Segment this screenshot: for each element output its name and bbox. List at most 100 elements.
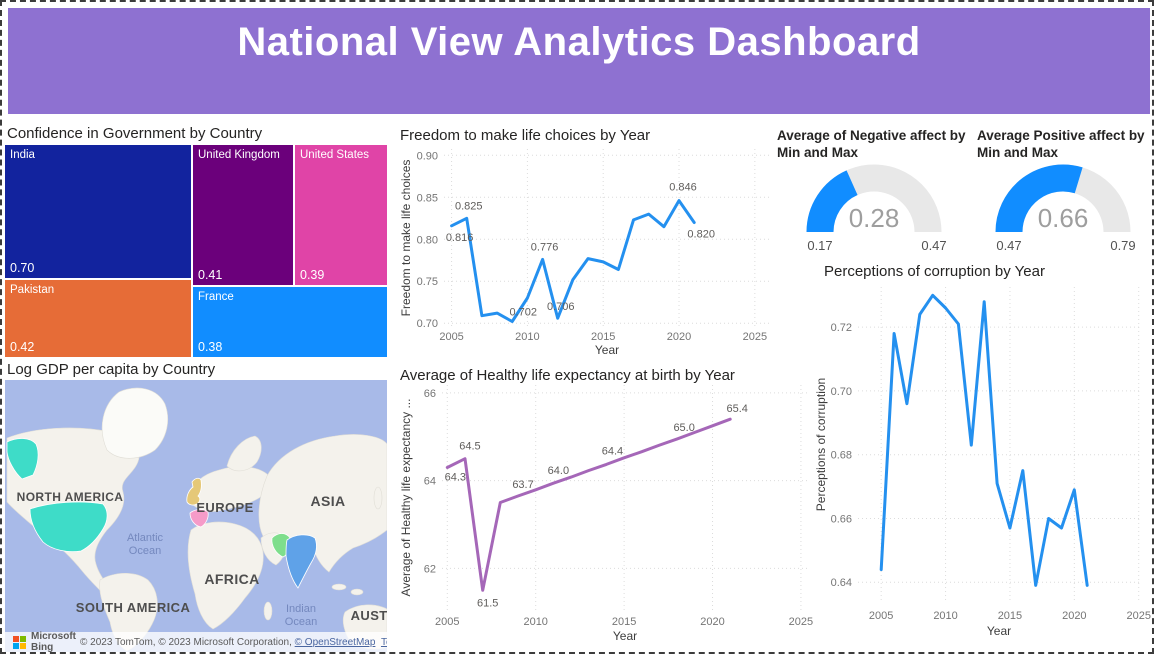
region-indonesia-1 (331, 583, 347, 591)
map-region-label: AUSTRALIA (351, 608, 387, 623)
map-region-label: ASIA (310, 493, 345, 509)
region-japan (373, 486, 383, 510)
freedom-chart-title: Freedom to make life choices by Year (400, 127, 651, 144)
x-tick-label: 2010 (523, 616, 547, 628)
map-ocean-label: Atlantic (127, 532, 164, 544)
x-tick-label: 2025 (743, 331, 767, 343)
y-tick-label: 0.70 (831, 386, 852, 398)
treemap-node-value: 0.39 (300, 268, 325, 282)
healthy-chart-title: Average of Healthy life expectancy at bi… (400, 367, 735, 384)
treemap-node-label: United States (300, 149, 370, 161)
y-tick-label: 0.70 (417, 318, 438, 330)
treemap-node-united-states[interactable]: United States 0.39 (295, 145, 387, 285)
data-point-label: 64.3 (445, 471, 466, 483)
y-tick-label: 66 (424, 388, 436, 400)
treemap: India 0.70 United Kingdom 0.41 United States… (5, 145, 387, 357)
gauge-min-label: 0.17 (807, 238, 832, 253)
y-tick-label: 0.90 (417, 150, 438, 162)
data-point-label: 0.702 (509, 307, 537, 319)
data-line[interactable] (879, 293, 1089, 587)
terms-link[interactable]: Terms (380, 636, 387, 648)
region-africa (187, 521, 264, 630)
gauge-value: 0.28 (849, 203, 900, 233)
map-ocean-label: Ocean (285, 616, 317, 628)
treemap-node-label: United Kingdom (198, 149, 280, 161)
treemap-node-value: 0.38 (198, 340, 223, 354)
x-tick-label: 2005 (869, 610, 893, 622)
data-line[interactable] (450, 199, 696, 323)
region-greenland (101, 387, 168, 459)
bing-logo-text: Microsoft Bing (31, 631, 76, 652)
treemap-node-united-kingdom[interactable]: United Kingdom 0.41 (193, 145, 293, 285)
x-tick-label: 2025 (1126, 610, 1150, 622)
data-point-label: 64.0 (548, 465, 569, 477)
dashboard-header: National View Analytics Dashboard (8, 8, 1150, 114)
treemap-node-india[interactable]: India 0.70 (5, 145, 191, 278)
x-tick-label: 2010 (515, 331, 539, 343)
gauge-positive[interactable]: 0.66 0.47 0.79 Average Positive affect by … (974, 124, 1152, 262)
data-point-label: 64.4 (602, 445, 623, 457)
x-tick-label: 2015 (612, 616, 636, 628)
healthy-chart[interactable]: 62 64 66 2005 2010 2015 2020 2025 64.3 64.5 61.5 63… (397, 364, 817, 652)
gauge-negative-title: Average of Negative affect by Min and Ma… (777, 128, 966, 160)
y-tick-label: 0.64 (831, 577, 852, 589)
data-point-label: 0.776 (531, 241, 559, 253)
treemap-node-label: Pakistan (10, 284, 55, 296)
x-tick-label: 2020 (667, 331, 691, 343)
corruption-chart[interactable]: 0.64 0.66 0.68 0.70 0.72 2005 2010 2015 2020 2025… (812, 257, 1152, 652)
gauge-max-label: 0.79 (1110, 238, 1135, 253)
x-tick-label: 2020 (700, 616, 724, 628)
data-point-label: 61.5 (477, 597, 498, 609)
country-usa[interactable] (29, 501, 108, 552)
x-axis-title: Year (987, 624, 1011, 638)
gauge-max-label: 0.47 (921, 238, 946, 253)
map-region-label: SOUTH AMERICA (76, 600, 191, 615)
corruption-chart-title: Perceptions of corruption by Year (824, 263, 1045, 280)
region-scandinavia (226, 435, 262, 472)
treemap-title: Confidence in Government by Country (7, 125, 263, 142)
freedom-chart[interactable]: 0.70 0.75 0.80 0.85 0.90 2005 2010 2015 2020 2025… (397, 124, 779, 360)
country-india[interactable] (285, 534, 317, 589)
country-usa-alaska[interactable] (6, 438, 39, 480)
y-tick-label: 0.85 (417, 192, 438, 204)
data-point-label: 0.706 (547, 301, 575, 313)
world-map[interactable]: NORTH AMERICA EUROPE ASIA AFRICA SOUTH AMERI… (5, 380, 387, 652)
gdp-map-visual[interactable]: Log GDP per capita by Country (4, 358, 390, 652)
map-title: Log GDP per capita by Country (7, 361, 216, 378)
data-point-label: 65.0 (673, 422, 694, 434)
data-point-label: 64.5 (459, 441, 480, 453)
map-region-label: AFRICA (204, 571, 259, 587)
y-axis-title: Average of Healthy life expectancy ... (399, 399, 413, 597)
osm-link[interactable]: © OpenStreetMap (294, 636, 376, 648)
data-line[interactable] (445, 417, 732, 592)
confidence-treemap-visual[interactable]: Confidence in Government by Country Indi… (4, 122, 390, 360)
treemap-node-value: 0.42 (10, 340, 35, 354)
x-axis-title: Year (613, 629, 637, 643)
x-tick-label: 2020 (1062, 610, 1086, 622)
y-axis-title: Perceptions of corruption (814, 378, 828, 511)
map-region-label: NORTH AMERICA (17, 490, 124, 504)
treemap-node-value: 0.70 (10, 261, 35, 275)
treemap-node-label: France (198, 291, 234, 303)
country-france[interactable] (189, 509, 209, 528)
treemap-node-value: 0.41 (198, 268, 223, 282)
x-axis-title: Year (595, 343, 619, 357)
gauge-min-label: 0.47 (996, 238, 1021, 253)
region-madagascar (263, 601, 273, 621)
data-point-label: 0.816 (446, 232, 474, 244)
gauge-negative[interactable]: 0.28 0.17 0.47 Average of Negative affect … (774, 124, 970, 262)
y-tick-label: 64 (424, 476, 436, 488)
x-tick-label: 2010 (933, 610, 957, 622)
treemap-node-pakistan[interactable]: Pakistan 0.42 (5, 280, 191, 357)
y-tick-label: 0.68 (831, 450, 852, 462)
gauge-fill (995, 164, 1083, 233)
country-uk[interactable] (186, 477, 202, 506)
treemap-node-france[interactable]: France 0.38 (193, 287, 387, 357)
x-tick-label: 2025 (789, 616, 813, 628)
data-point-label: 63.7 (512, 479, 533, 491)
x-tick-label: 2005 (439, 331, 463, 343)
map-ocean-label: Indian (286, 603, 316, 615)
gauge-value: 0.66 (1038, 203, 1089, 233)
x-tick-label: 2015 (998, 610, 1022, 622)
